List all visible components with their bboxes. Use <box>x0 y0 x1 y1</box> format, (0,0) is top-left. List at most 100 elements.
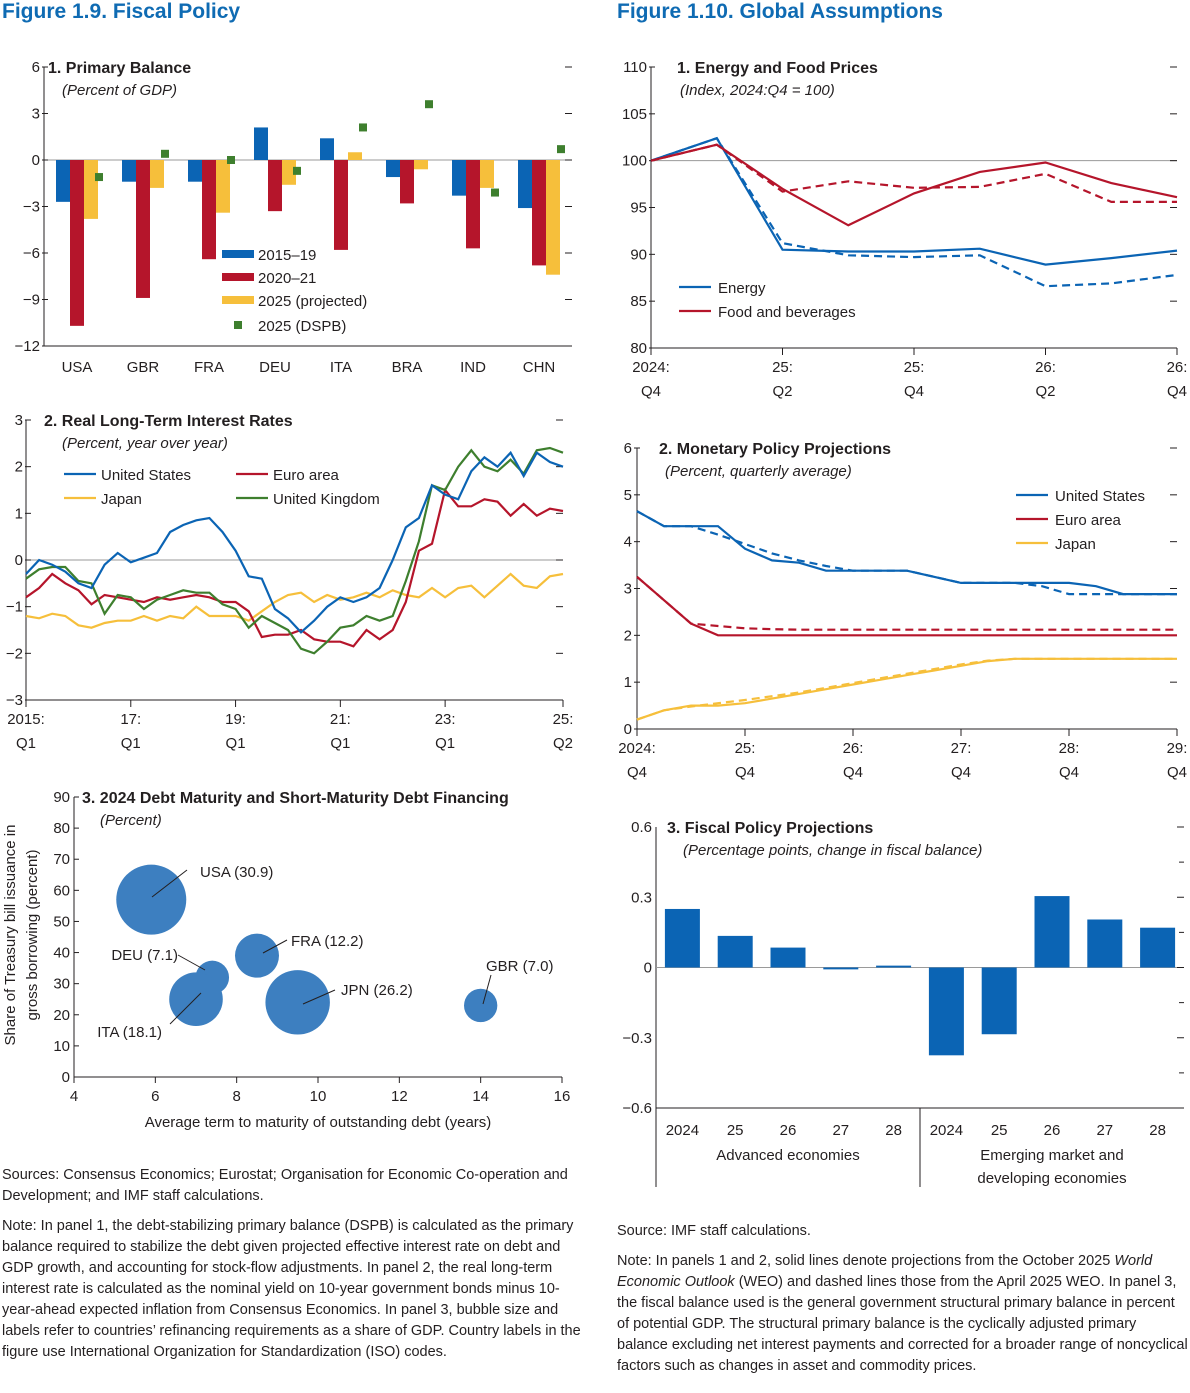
y-tick-label: 50 <box>53 913 70 930</box>
y-tick-label: 0 <box>32 152 40 169</box>
y-tick-label: 10 <box>53 1038 70 1055</box>
group-label: Advanced economies <box>716 1147 859 1164</box>
bar-IND-2020–21 <box>466 160 480 249</box>
left-note: Note: In panel 1, the debt-stabilizing p… <box>2 1218 581 1360</box>
bar-GBR-2015–19 <box>122 160 136 182</box>
panel-title: 1. Primary Balance <box>48 60 191 77</box>
bubble-USA <box>116 864 187 935</box>
y-tick-label: 1 <box>15 505 23 522</box>
y-tick-label: −1 <box>6 599 23 616</box>
line-Energy (April 2025 WEO) <box>650 136 1178 288</box>
left-notes: Sources: Consensus Economics; Eurostat; … <box>2 1165 584 1372</box>
legend-label: 2025 (DSPB) <box>258 318 346 335</box>
bubble-label: FRA (12.2) <box>291 933 364 950</box>
right-sources: Source: IMF staff calculations. <box>617 1223 811 1239</box>
legend-label: Japan <box>1055 536 1096 553</box>
bar-USA-2015–19 <box>56 160 70 202</box>
bar-ITA-2015–19 <box>320 138 334 160</box>
bubble-JPN <box>265 970 330 1035</box>
dspb-marker-CHN <box>557 145 565 154</box>
x-tick-label: 26 <box>780 1122 797 1139</box>
x-tick-label: Q4 <box>1167 383 1187 400</box>
line-United States (April 2025 WEO) <box>636 510 1177 596</box>
figure-1-10-title: Figure 1.10. Global Assumptions <box>617 0 943 23</box>
legend-label: United States <box>101 467 191 484</box>
x-tick-label: 6 <box>151 1088 159 1105</box>
y-tick-label: 2 <box>15 459 23 476</box>
leader-line <box>177 954 206 971</box>
x-tick-label: 2024 <box>930 1122 963 1139</box>
bar-2024-0 <box>664 908 700 968</box>
x-tick-label: Q2 <box>772 383 792 400</box>
x-tick-label: Q4 <box>843 764 863 781</box>
leader-line <box>262 939 288 954</box>
bubble-FRA <box>235 933 279 978</box>
legend-label: United States <box>1055 488 1145 505</box>
bubble-ITA <box>169 972 223 1027</box>
dspb-marker-DEU <box>293 166 301 175</box>
x-tick-label: Q4 <box>1059 764 1079 781</box>
right-notes: Source: IMF staff calculations. Note: In… <box>617 1221 1189 1386</box>
y-tick-label: −12 <box>15 338 40 355</box>
y-tick-label: 60 <box>53 882 70 899</box>
y-tick-label: 2 <box>624 627 632 644</box>
bar-DEU-2025 (projected) <box>282 160 296 185</box>
legend-swatch <box>222 296 254 304</box>
dspb-marker-ITA <box>359 123 367 132</box>
bar-FRA-2025 (projected) <box>216 160 230 213</box>
dspb-marker-IND <box>491 188 499 197</box>
bar-DEU-2020–21 <box>268 160 282 212</box>
legend-label: Food and beverages <box>718 304 856 321</box>
x-tick-label: 25 <box>727 1122 744 1139</box>
bar-28-4 <box>876 965 912 968</box>
y-tick-label: 0 <box>644 960 652 977</box>
bar-ITA-2025 (projected) <box>348 152 362 160</box>
x-tick-label: 17: <box>120 711 141 728</box>
y-tick-label: 85 <box>630 293 647 310</box>
bar-CHN-2025 (projected) <box>546 160 560 275</box>
bar-USA-2020–21 <box>70 160 84 326</box>
y-tick-label: 6 <box>624 440 632 457</box>
bar-CHN-2020–21 <box>532 160 546 266</box>
legend-marker <box>234 321 242 329</box>
x-tick-label: 26: <box>1167 359 1188 376</box>
y-tick-label: −6 <box>23 245 40 262</box>
legend-swatch <box>222 250 254 258</box>
y-tick-label: 30 <box>53 976 70 993</box>
bar-USA-2025 (projected) <box>84 160 98 219</box>
x-tick-label: Q4 <box>735 764 755 781</box>
panel-title: 2. Monetary Policy Projections <box>659 441 891 458</box>
x-tick-label: 28 <box>885 1122 902 1139</box>
bar-IND-2015–19 <box>452 160 466 196</box>
y-tick-label: 0.6 <box>631 819 652 836</box>
panel-title: 3. Fiscal Policy Projections <box>667 820 873 837</box>
x-tick-label: USA <box>62 359 93 376</box>
y-tick-label: 100 <box>622 153 647 170</box>
right-note: Note: In panels 1 and 2, solid lines den… <box>617 1251 1189 1377</box>
y-tick-label: −2 <box>6 645 23 662</box>
y-tick-label: 80 <box>630 340 647 357</box>
x-tick-label: 23: <box>435 711 456 728</box>
bar-26-7 <box>1034 896 1070 968</box>
x-tick-label: 25: <box>553 711 574 728</box>
line-Euro area <box>636 575 1177 637</box>
x-tick-label: Q1 <box>330 735 350 752</box>
x-tick-label: 29: <box>1167 740 1188 757</box>
bar-25-1 <box>717 935 753 968</box>
x-tick-label: 19: <box>225 711 246 728</box>
legend-label: United Kingdom <box>273 491 380 508</box>
bar-GBR-2020–21 <box>136 160 150 298</box>
y-axis-label: gross borrowing (percent) <box>24 850 41 1021</box>
x-tick-label: Q1 <box>121 735 141 752</box>
bar-BRA-2020–21 <box>400 160 414 204</box>
bar-FRA-2020–21 <box>202 160 216 260</box>
y-tick-label: −3 <box>23 199 40 216</box>
legend-label: Japan <box>101 491 142 508</box>
dspb-marker-BRA <box>425 100 433 109</box>
x-tick-label: Q4 <box>1167 764 1187 781</box>
bar-FRA-2015–19 <box>188 160 202 182</box>
group-label: developing economies <box>977 1170 1126 1187</box>
bubble-label: ITA (18.1) <box>97 1024 162 1041</box>
dspb-marker-GBR <box>161 149 169 158</box>
x-tick-label: 26: <box>843 740 864 757</box>
